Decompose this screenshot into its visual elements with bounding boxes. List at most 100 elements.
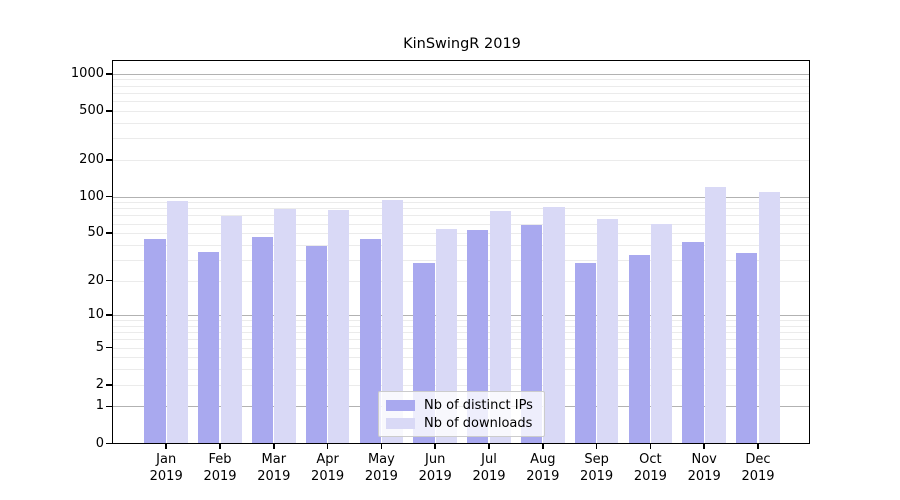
x-axis-tick-label: Jul 2019 <box>462 451 516 485</box>
minor-gridline <box>113 208 809 210</box>
x-label-month: Feb <box>208 452 232 467</box>
x-axis-tick-label: Sep 2019 <box>570 451 624 485</box>
bar-distinct-ips-jul <box>467 230 489 444</box>
bar-distinct-ips-sep <box>574 263 597 444</box>
x-label-year: 2019 <box>687 469 721 484</box>
minor-gridline <box>113 320 809 322</box>
x-axis-tick <box>757 443 759 449</box>
y-axis-tick-label: 5 <box>95 339 104 355</box>
x-axis-tick-label: Apr 2019 <box>301 451 355 485</box>
y-axis-tick-label: 0 <box>95 435 104 451</box>
bar-distinct-ips-dec <box>736 253 758 444</box>
y-axis-tick-label: 100 <box>79 188 104 204</box>
minor-gridline <box>113 357 809 359</box>
bar-downloads-feb <box>220 216 242 444</box>
y-axis-tick-label: 50 <box>87 225 104 241</box>
bar-downloads-sep <box>597 218 619 444</box>
bar-downloads-apr <box>328 210 350 444</box>
x-axis-tick <box>219 443 221 449</box>
chart-title: KinSwingR 2019 <box>403 36 521 52</box>
bar-distinct-ips-mar <box>251 237 274 444</box>
legend-swatch-distinct-ips <box>386 399 415 411</box>
x-label-year: 2019 <box>580 469 614 484</box>
x-label-month: Jun <box>425 452 446 467</box>
minor-gridline <box>113 259 809 261</box>
x-axis-tick <box>326 443 329 449</box>
x-axis-tick <box>273 443 275 449</box>
x-axis-tick <box>165 443 167 449</box>
x-label-month: Sep <box>584 452 609 467</box>
y-axis-tick-label: 1000 <box>70 65 104 81</box>
x-axis-tick <box>488 443 490 449</box>
bar-distinct-ips-may <box>359 238 381 444</box>
y-axis-tick <box>106 346 112 349</box>
legend-swatch-downloads <box>386 417 415 429</box>
bar-downloads-may <box>381 200 404 444</box>
bar-distinct-ips-aug <box>520 225 543 444</box>
x-axis-tick-label: Aug 2019 <box>516 451 570 485</box>
x-label-year: 2019 <box>203 469 237 484</box>
x-axis-tick <box>542 443 544 449</box>
minor-gridline <box>113 79 809 81</box>
bar-downloads-mar <box>274 209 296 444</box>
y-axis-tick <box>106 73 112 75</box>
y-axis-tick-label: 20 <box>87 272 104 288</box>
y-axis-tick <box>106 158 112 161</box>
x-label-month: Apr <box>316 452 339 467</box>
minor-gridline <box>113 110 809 112</box>
minor-gridline <box>113 85 809 87</box>
minor-gridline <box>113 101 809 103</box>
x-axis-tick-label: May 2019 <box>354 451 408 485</box>
x-label-year: 2019 <box>149 469 183 484</box>
minor-gridline <box>113 233 809 235</box>
bar-distinct-ips-oct <box>628 254 650 444</box>
legend-row-distinct-ips: Nb of distinct IPs <box>386 399 544 412</box>
legend-row-downloads: Nb of downloads <box>386 417 544 430</box>
x-label-year: 2019 <box>472 469 506 484</box>
minor-gridline <box>113 215 809 217</box>
y-axis-tick <box>106 279 112 282</box>
legend-label-downloads: Nb of downloads <box>424 415 533 431</box>
major-gridline <box>113 196 809 198</box>
y-axis-tick <box>106 383 112 386</box>
x-label-month: Jul <box>481 452 497 467</box>
x-label-year: 2019 <box>257 469 291 484</box>
x-label-month: Aug <box>530 452 556 467</box>
x-label-month: Dec <box>745 452 771 467</box>
y-axis-tick <box>106 195 112 198</box>
bar-downloads-jul <box>489 211 511 444</box>
minor-gridline <box>113 244 809 246</box>
minor-gridline <box>113 159 809 161</box>
x-axis-tick <box>595 443 598 449</box>
minor-gridline <box>113 384 809 386</box>
x-axis-tick-label: Oct 2019 <box>623 451 677 485</box>
minor-gridline <box>113 332 809 334</box>
x-label-month: May <box>367 452 395 467</box>
x-label-month: Jan <box>156 452 177 467</box>
bar-downloads-nov <box>704 187 727 444</box>
minor-gridline <box>113 202 809 204</box>
y-axis-tick <box>106 405 112 408</box>
y-axis-tick-label: 500 <box>79 102 104 118</box>
x-label-year: 2019 <box>311 469 345 484</box>
x-axis-tick-label: Jun 2019 <box>408 451 462 485</box>
bar-downloads-dec <box>758 192 780 444</box>
bar-downloads-jan <box>166 200 189 444</box>
x-label-year: 2019 <box>526 469 560 484</box>
y-axis-tick <box>106 314 112 316</box>
x-label-month: Mar <box>261 452 287 467</box>
legend-label-distinct-ips: Nb of distinct IPs <box>424 397 533 413</box>
bar-downloads-aug <box>543 207 565 444</box>
x-axis-tick-label: Mar 2019 <box>247 451 301 485</box>
x-label-year: 2019 <box>633 469 667 484</box>
x-axis-tick <box>649 443 652 449</box>
x-axis-tick <box>703 443 705 449</box>
x-axis-tick-label: Dec 2019 <box>731 451 785 485</box>
legend: Nb of distinct IPs Nb of downloads <box>378 391 545 437</box>
x-label-month: Nov <box>691 452 717 467</box>
x-axis-tick-label: Jan 2019 <box>139 451 193 485</box>
y-axis-tick <box>106 442 112 445</box>
y-axis-tick-label: 2 <box>95 376 104 392</box>
